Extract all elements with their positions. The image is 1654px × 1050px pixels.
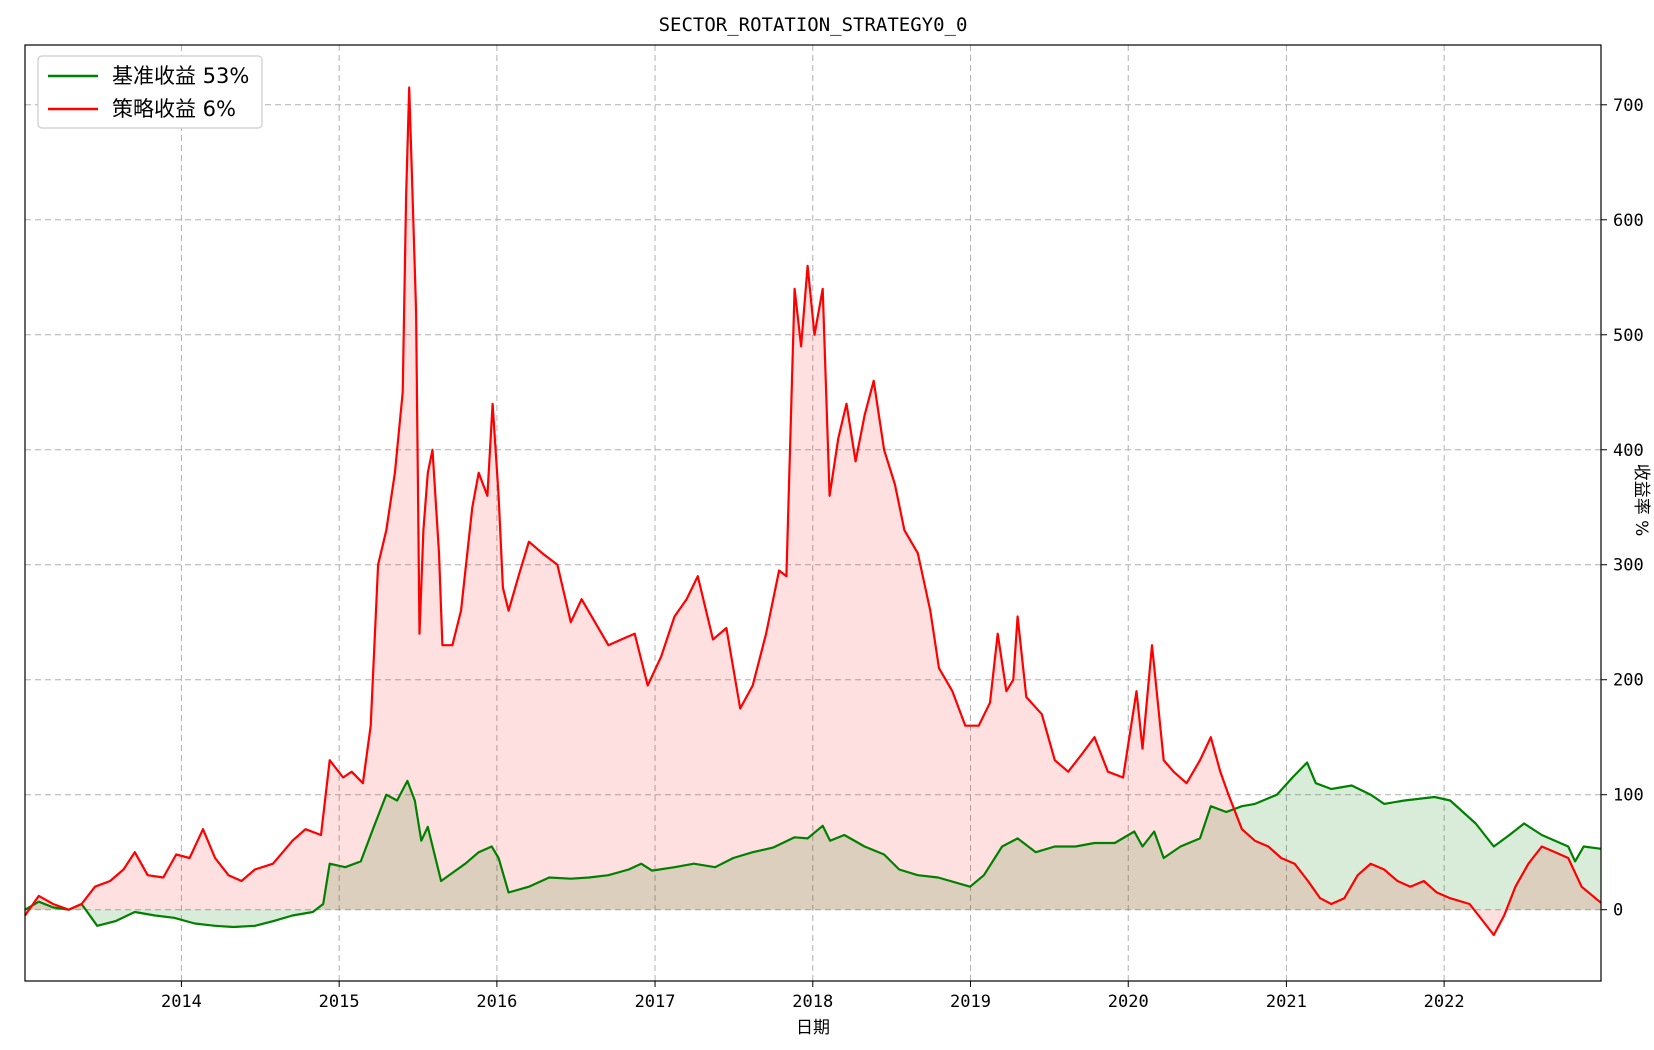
x-tick-label: 2017 xyxy=(635,992,676,1012)
x-axis-ticks: 2014 2015 2016 2017 2018 2019 2020 2021 2022 xyxy=(161,981,1465,1012)
area-fills xyxy=(25,87,1601,935)
y-tick-label: 300 xyxy=(1613,556,1644,576)
y-tick-label: 400 xyxy=(1613,441,1644,461)
grid-lines xyxy=(25,45,1601,981)
x-tick-label: 2015 xyxy=(319,992,360,1012)
y-axis-ticks: 0 100 200 300 400 500 600 700 xyxy=(1601,96,1644,921)
y-tick-label: 500 xyxy=(1613,326,1644,346)
area-fill-benchmark xyxy=(25,762,1601,927)
x-tick-label: 2019 xyxy=(950,992,991,1012)
y-tick-label: 100 xyxy=(1613,786,1644,806)
legend-label-benchmark: 基准收益 53% xyxy=(112,64,249,88)
y-tick-label: 0 xyxy=(1613,901,1623,921)
x-axis-label: 日期 xyxy=(796,1018,830,1038)
y-tick-label: 700 xyxy=(1613,96,1644,116)
x-tick-label: 2022 xyxy=(1424,992,1465,1012)
x-tick-label: 2014 xyxy=(161,992,202,1012)
chart-title: SECTOR_ROTATION_STRATEGY0_0 xyxy=(659,14,968,36)
area-fill-strategy xyxy=(25,87,1601,935)
x-tick-label: 2016 xyxy=(476,992,517,1012)
y-tick-label: 200 xyxy=(1613,671,1644,691)
series-lines xyxy=(24,86,1602,937)
x-tick-label: 2020 xyxy=(1108,992,1149,1012)
x-tick-label: 2018 xyxy=(792,992,833,1012)
x-tick-label: 2021 xyxy=(1266,992,1307,1012)
y-tick-label: 600 xyxy=(1613,211,1644,231)
legend-label-strategy: 策略收益 6% xyxy=(112,97,236,121)
y-axis-label: 收益率 % xyxy=(1631,464,1651,537)
series-line-benchmark xyxy=(24,761,1602,929)
series-line-strategy xyxy=(24,86,1602,937)
legend: 基准收益 53% 策略收益 6% xyxy=(37,55,263,129)
